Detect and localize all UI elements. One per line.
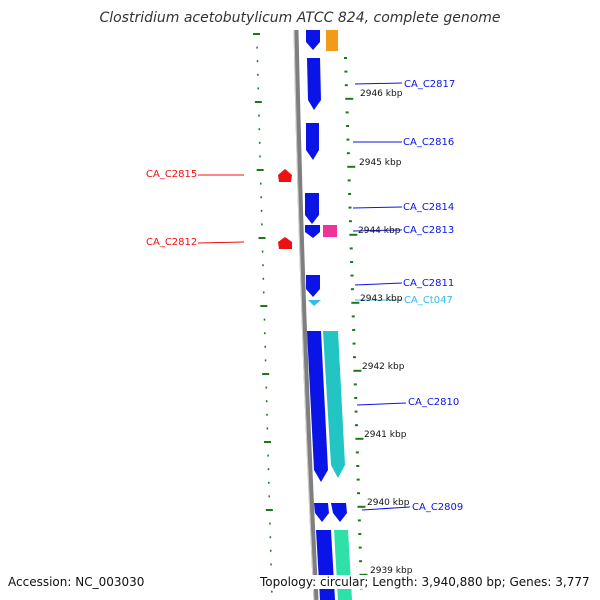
scale-label: 2946 kbp (360, 89, 403, 99)
scale-label: 2943 kbp (360, 294, 403, 304)
feature-cds-c2817[interactable] (307, 58, 321, 110)
feature-cds-c2811[interactable] (306, 275, 320, 297)
feature-mint-bottom[interactable] (334, 530, 352, 600)
gene-label-c2815[interactable]: CA_C2815 (146, 169, 197, 180)
map-title: Clostridium acetobutylicum ATCC 824, com… (99, 10, 501, 26)
gene-label-c2811[interactable]: CA_C2811 (403, 278, 454, 289)
scale-label: 2941 kbp (364, 430, 407, 440)
gene-label-c2809[interactable]: CA_C2809 (412, 502, 463, 513)
feature-orange[interactable] (326, 30, 338, 51)
gene-labels: CA_C2817 CA_C2816 CA_C2815 CA_C2814 CA_C… (146, 79, 463, 513)
scale-label: 2942 kbp (362, 362, 405, 372)
accession-text: Accession: NC_003030 (6, 575, 147, 589)
feature-gene-c2812[interactable] (278, 237, 292, 249)
gene-label-c2813[interactable]: CA_C2813 (403, 225, 454, 236)
scale-label: 2945 kbp (359, 158, 402, 168)
gene-label-c2810[interactable]: CA_C2810 (408, 397, 459, 408)
feature-cds-bottom[interactable] (316, 530, 335, 600)
feature-cds-c2814[interactable] (305, 193, 319, 224)
gene-label-c2816[interactable]: CA_C2816 (403, 137, 454, 148)
topology-text: Topology: circular; Length: 3,940,880 bp… (258, 575, 592, 589)
gene-label-ct047[interactable]: CA_Ct047 (404, 295, 453, 306)
gene-label-c2817[interactable]: CA_C2817 (404, 79, 455, 90)
feature-teal-c2810[interactable] (323, 331, 345, 478)
label-leaders (197, 82, 411, 511)
scale-label: 2944 kbp (358, 226, 401, 236)
feature-cds-c2809-left[interactable] (314, 503, 329, 522)
feature-gene-c2815[interactable] (278, 169, 292, 182)
feature-cds-c2813-left[interactable] (305, 225, 320, 238)
gene-label-c2814[interactable]: CA_C2814 (403, 202, 454, 213)
feature-rna-c2813[interactable] (323, 225, 337, 237)
outer-ruler (253, 33, 275, 593)
feature-cds-c2816[interactable] (306, 123, 319, 160)
gene-features (278, 30, 352, 600)
feature-cds-top[interactable] (306, 30, 320, 50)
feature-cds-c2809-right[interactable] (331, 503, 347, 522)
gene-label-c2812[interactable]: CA_C2812 (146, 237, 197, 248)
inner-scale-ticks (344, 57, 368, 590)
feature-cds-c2810[interactable] (307, 331, 328, 482)
genome-backbone (293, 29, 319, 600)
scale-labels: 2946 kbp 2945 kbp 2944 kbp 2943 kbp 2942… (358, 89, 413, 576)
feature-trna-ct047[interactable] (308, 300, 321, 306)
genome-backbone-highlight (293, 29, 315, 600)
scale-label: 2940 kbp (367, 498, 410, 508)
scale-label: 2939 kbp (370, 566, 413, 576)
